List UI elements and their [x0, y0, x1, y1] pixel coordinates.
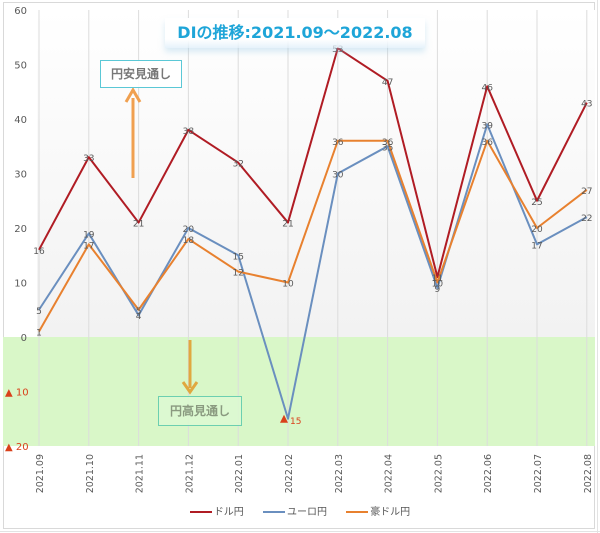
data-label: 21 — [282, 220, 293, 230]
down-arrow-head-icon — [181, 381, 199, 395]
data-label: 17 — [83, 241, 94, 251]
data-label: 1 — [36, 329, 42, 339]
data-label: 22 — [581, 214, 592, 224]
up-arrow-head-icon — [124, 87, 142, 103]
negative-region — [3, 337, 595, 446]
legend-label: ドル円 — [213, 507, 244, 518]
data-label: 20 — [183, 225, 195, 235]
y-tick-label: 0 — [21, 333, 27, 344]
negative-triangle-icon — [280, 414, 288, 423]
legend-item-eurjpy[interactable]: ユーロ円 — [263, 503, 327, 518]
data-label: 10 — [432, 280, 444, 290]
data-label: 18 — [183, 236, 195, 246]
x-tick-label: 2022.07 — [533, 454, 544, 493]
data-label: 21 — [133, 220, 144, 230]
data-label: 12 — [232, 269, 243, 279]
legend-swatch-icon — [189, 511, 212, 513]
legend-swatch-icon — [346, 511, 369, 513]
data-label: 11 — [432, 274, 443, 284]
data-label: 15 — [232, 252, 243, 262]
y-tick-label: 40 — [14, 115, 27, 126]
data-label: 19 — [83, 230, 95, 240]
y-tick-label: 50 — [14, 61, 27, 72]
x-tick-label: 2022.08 — [583, 454, 594, 493]
data-label: 46 — [481, 83, 493, 93]
data-label: 30 — [332, 171, 344, 181]
x-tick-label: 2022.01 — [234, 454, 245, 493]
y-tick-label: ▲ 20 — [5, 442, 29, 453]
x-tick-label: 2021.12 — [184, 454, 195, 493]
data-label: 33 — [83, 154, 94, 164]
data-label: 39 — [481, 121, 493, 131]
data-label: 10 — [282, 280, 294, 290]
legend-label: 豪ドル円 — [370, 507, 411, 518]
chart-legend: ドル円 ユーロ円 豪ドル円 — [0, 503, 600, 518]
data-label: 53 — [332, 45, 343, 55]
y-tick-label: 10 — [14, 279, 27, 290]
data-label: 36 — [382, 138, 394, 148]
series-line — [38, 47, 588, 279]
x-tick-label: 2021.11 — [135, 454, 146, 493]
data-label: 27 — [581, 187, 592, 197]
y-tick-label: 60 — [14, 6, 27, 17]
legend-item-usdjpy[interactable]: ドル円 — [189, 503, 244, 518]
x-tick-label: 2022.03 — [334, 454, 345, 493]
x-tick-label: 2022.06 — [483, 454, 494, 493]
data-label: 47 — [382, 78, 393, 88]
x-tick-label: 2022.05 — [433, 454, 444, 493]
legend-label: ユーロ円 — [287, 507, 327, 518]
y-tick-label: 20 — [14, 224, 27, 235]
x-tick-label: 2022.02 — [284, 454, 295, 493]
sheet-gridline — [597, 0, 598, 533]
legend-item-audjpy[interactable]: 豪ドル円 — [346, 503, 410, 518]
series-line — [38, 139, 588, 333]
data-label: 38 — [183, 127, 195, 137]
data-label: 17 — [531, 241, 542, 251]
data-label: 5 — [136, 307, 142, 317]
sheet-gridline — [0, 531, 600, 532]
data-label: 32 — [232, 160, 243, 170]
data-label: 20 — [531, 225, 543, 235]
y-tick-label: 30 — [14, 170, 27, 181]
data-label: 15 — [290, 417, 301, 427]
yen-strong-callout: 円高見通し — [158, 396, 242, 426]
data-label: 36 — [332, 138, 344, 148]
x-tick-label: 2022.04 — [384, 454, 395, 493]
data-label: 43 — [581, 100, 592, 110]
series-line — [38, 123, 588, 420]
yen-weak-callout: 円安見通し — [100, 60, 182, 88]
x-tick-label: 2021.10 — [85, 454, 96, 493]
chart-title: DIの推移:2021.09～2022.08 — [165, 18, 425, 48]
data-label: 5 — [36, 307, 42, 317]
data-label: 35 — [382, 143, 393, 153]
data-label: 36 — [481, 138, 493, 148]
legend-swatch-icon — [263, 511, 285, 513]
x-tick-label: 2021.09 — [35, 454, 46, 493]
data-label: 9 — [435, 285, 441, 295]
data-label: 16 — [33, 247, 45, 257]
y-tick-label: ▲ 10 — [5, 388, 29, 399]
data-label: 25 — [531, 198, 542, 208]
data-label: 4 — [136, 312, 142, 322]
